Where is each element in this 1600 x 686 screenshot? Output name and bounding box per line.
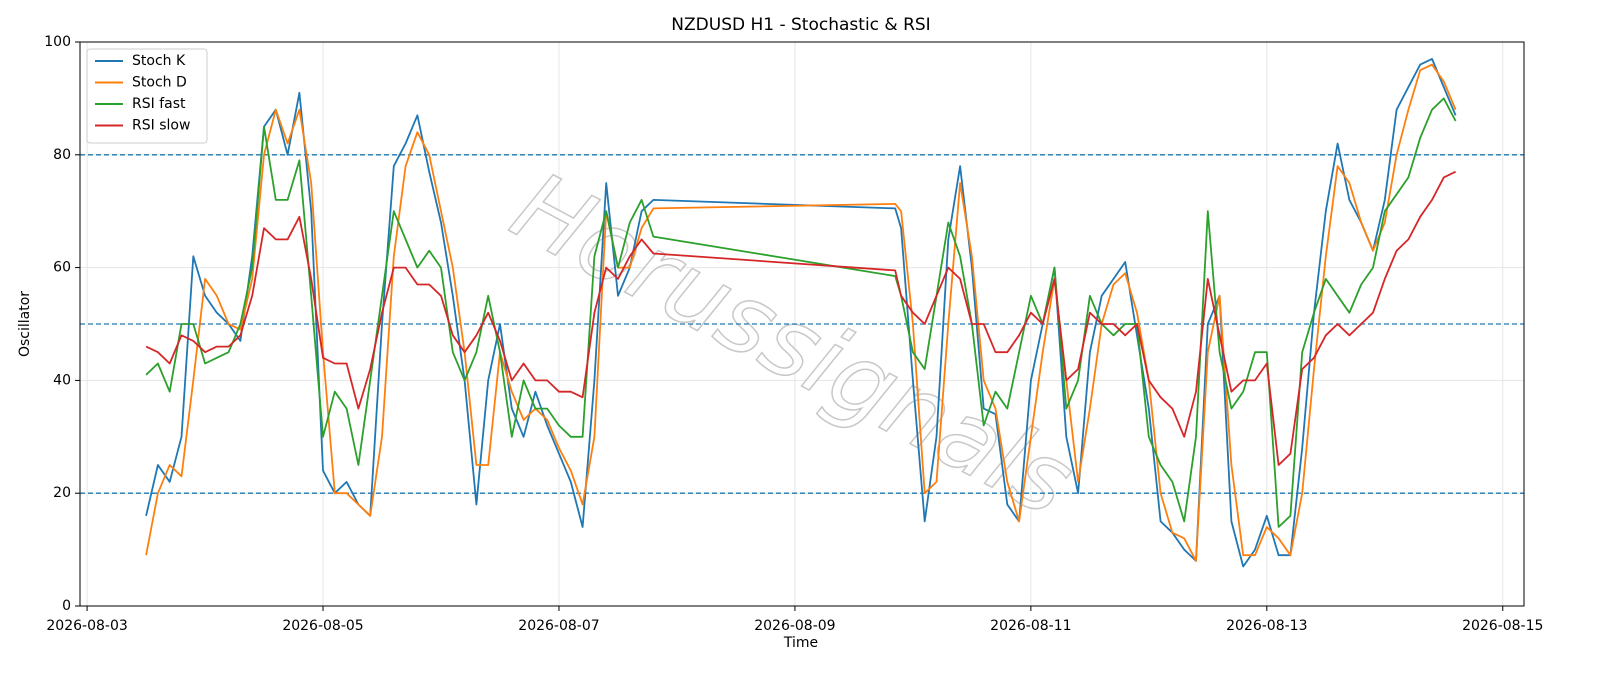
x-tick-label: 2026-08-15 xyxy=(1462,618,1543,634)
series-line xyxy=(145,63,1457,562)
series-line xyxy=(145,97,1457,528)
x-axis-label: Time xyxy=(783,635,818,651)
legend-label: RSI slow xyxy=(132,118,190,134)
x-tick-label: 2026-08-03 xyxy=(46,618,127,634)
y-tick-label: 20 xyxy=(53,485,71,501)
plot-lines xyxy=(80,58,1524,568)
y-tick-label: 40 xyxy=(53,372,71,388)
legend-label: RSI fast xyxy=(132,96,186,112)
watermark: Horussignals xyxy=(495,150,1091,538)
x-tick-label: 2026-08-07 xyxy=(518,618,599,634)
x-tick-label: 2026-08-09 xyxy=(754,618,835,634)
series-line xyxy=(145,170,1456,466)
chart-title: NZDUSD H1 - Stochastic & RSI xyxy=(671,15,930,35)
legend-box xyxy=(86,48,208,144)
y-tick-label: 100 xyxy=(44,34,71,50)
legend: Stoch K Stoch D RSI fast RSI slow xyxy=(86,48,208,144)
x-tick-label: 2026-08-11 xyxy=(990,618,1071,634)
plot-frame xyxy=(79,41,1525,607)
legend-label: Stoch K xyxy=(132,53,186,69)
y-tick-label: 80 xyxy=(53,147,71,163)
x-tick-label: 2026-08-05 xyxy=(282,618,363,634)
y-tick-label: 60 xyxy=(53,260,71,276)
y-tick-label: 0 xyxy=(62,598,71,614)
x-tick-label: 2026-08-13 xyxy=(1226,618,1307,634)
series-line xyxy=(145,58,1457,568)
legend-label: Stoch D xyxy=(132,75,187,91)
y-axis-label: Oscillator xyxy=(17,291,33,357)
